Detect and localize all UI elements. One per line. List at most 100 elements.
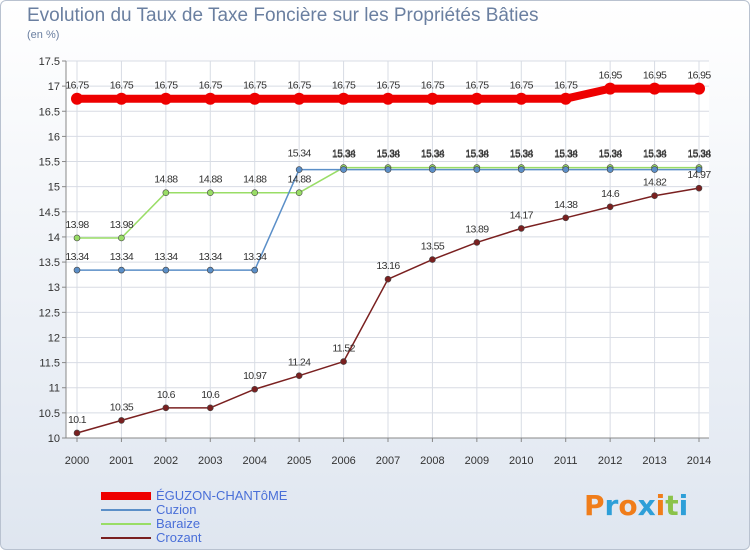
data-label: 14.88 [199,174,223,186]
y-tick-label: 13.5 [39,257,60,269]
data-label: 15.38 [687,149,711,161]
legend-label: ÉGUZON-CHANTôME [156,488,288,503]
data-point [118,266,125,274]
data-label: 13.16 [376,260,400,272]
y-tick-label: 10.5 [39,408,60,420]
data-point [337,92,350,105]
data-label: 11.52 [332,343,355,355]
data-label: 13.34 [199,251,223,263]
data-label: 15.34 [332,148,356,160]
x-tick-label: 2001 [109,455,133,467]
data-label: 16.95 [599,70,623,82]
data-point [162,189,170,196]
data-label: 15.34 [554,148,578,160]
y-tick-label: 17 [48,81,60,93]
legend-label: Crozant [156,530,202,545]
data-label: 15.34 [599,148,623,160]
logo-letter: P [584,489,605,522]
data-point [71,92,83,105]
data-label: 13.98 [110,219,134,231]
chart-title: Evolution du Taux de Taxe Foncière sur l… [27,5,539,26]
x-tick-label: 2006 [331,455,355,467]
data-point [693,82,705,95]
data-label: 14.38 [554,199,578,211]
legend-swatch [101,523,151,525]
data-point [562,214,570,222]
data-point [426,92,439,105]
data-point [204,92,217,105]
data-label: 16.75 [110,80,134,92]
data-point [384,166,392,173]
data-label: 13.89 [465,223,489,235]
data-label: 16.75 [465,80,489,92]
data-label: 16.75 [376,80,400,92]
logo-letter: r [604,489,619,522]
x-tick-label: 2014 [687,455,711,467]
proxiti-logo: Proxiti [584,489,688,522]
data-label: 14.82 [643,177,667,189]
data-label: 16.75 [554,80,578,92]
data-label: 16.95 [687,70,711,82]
x-tick-label: 2004 [242,455,266,467]
legend-swatch [101,537,151,539]
data-label: 16.75 [65,80,89,92]
data-point [429,256,436,263]
data-point [606,166,614,173]
y-tick-label: 13 [48,282,60,294]
y-tick-label: 12.5 [39,307,60,319]
data-label: 15.34 [288,148,312,160]
data-label: 16.75 [332,80,356,92]
data-point [340,358,347,365]
data-point [559,92,572,105]
legend-label: Baraize [156,516,201,531]
data-point [695,184,703,192]
data-point [73,266,81,274]
data-label: 13.34 [243,251,267,263]
y-tick-label: 11.5 [39,358,60,370]
data-label: 14.97 [687,169,711,181]
data-point [295,166,303,173]
logo-letter: o [618,489,638,522]
data-label: 15.34 [376,148,400,160]
legend-item: Cuzion [101,503,421,517]
y-tick-label: 15.5 [39,157,60,169]
data-label: 15.38 [421,149,445,161]
data-point [162,266,170,274]
data-point [340,166,347,173]
data-label: 15.34 [465,148,489,160]
data-point [604,82,617,95]
data-label: 16.75 [199,80,223,92]
y-tick-label: 14 [48,232,60,244]
data-point [118,234,125,242]
x-tick-label: 2011 [554,455,578,467]
x-tick-label: 2005 [287,455,311,467]
data-label: 16.75 [288,80,312,92]
data-point [251,385,259,393]
data-label: 15.38 [332,149,356,161]
data-point [206,189,214,196]
logo-letter: x [637,489,656,522]
x-tick-label: 2007 [376,455,400,467]
data-point [473,166,481,173]
data-point [606,203,614,211]
x-tick-label: 2000 [65,455,89,467]
data-label: 15.38 [554,149,578,161]
data-label: 11.24 [288,357,311,369]
data-label: 15.38 [599,149,623,161]
y-tick-label: 11 [49,383,60,395]
data-point [382,92,394,105]
x-tick-label: 2002 [154,455,178,467]
data-label: 16.75 [243,80,267,92]
data-point [517,166,525,173]
data-label: 13.55 [421,241,445,253]
x-tick-label: 2003 [198,455,222,467]
data-point [651,166,658,173]
data-label: 15.38 [510,149,534,161]
logo-letter: i [655,489,666,522]
data-point [159,92,172,105]
data-point [515,92,528,105]
data-label: 13.34 [110,251,134,263]
data-point [295,372,303,379]
data-label: 15.38 [465,149,489,161]
